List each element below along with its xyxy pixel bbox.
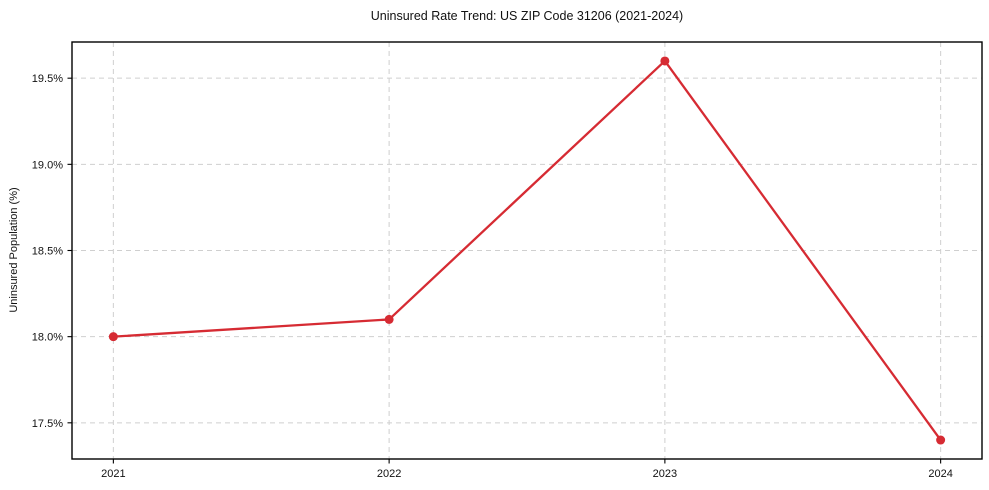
x-tick-label: 2022 <box>377 468 401 480</box>
x-tick-label: 2024 <box>928 468 952 480</box>
chart-title: Uninsured Rate Trend: US ZIP Code 31206 … <box>370 9 684 23</box>
data-point <box>108 332 118 342</box>
y-tick-label: 18.5% <box>32 246 63 258</box>
data-point <box>936 435 946 445</box>
y-tick-label: 18.0% <box>32 332 63 344</box>
y-tick-label: 17.5% <box>32 418 63 430</box>
x-tick-label: 2023 <box>653 468 677 480</box>
x-tick-label: 2021 <box>101 468 125 480</box>
trend-line <box>112 59 942 442</box>
y-tick-label: 19.0% <box>32 159 63 171</box>
data-point <box>660 56 670 66</box>
data-point <box>384 314 394 324</box>
y-tick-label: 19.5% <box>32 73 63 85</box>
